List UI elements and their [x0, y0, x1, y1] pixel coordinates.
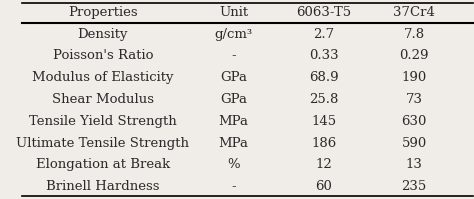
Text: 186: 186: [311, 137, 337, 150]
Text: 25.8: 25.8: [309, 93, 338, 106]
Text: MPa: MPa: [219, 137, 249, 150]
Text: 60: 60: [315, 180, 332, 193]
Text: 235: 235: [401, 180, 427, 193]
Text: 2.7: 2.7: [313, 28, 334, 41]
Text: 37Cr4: 37Cr4: [393, 6, 435, 19]
Text: GPa: GPa: [220, 93, 247, 106]
Text: 73: 73: [405, 93, 422, 106]
Text: 6063-T5: 6063-T5: [296, 6, 351, 19]
Text: -: -: [231, 180, 236, 193]
Text: Elongation at Break: Elongation at Break: [36, 158, 170, 171]
Text: Density: Density: [78, 28, 128, 41]
Text: 190: 190: [401, 71, 427, 84]
Text: Brinell Hardness: Brinell Hardness: [46, 180, 160, 193]
Text: 630: 630: [401, 115, 427, 128]
Text: MPa: MPa: [219, 115, 249, 128]
Text: 0.29: 0.29: [399, 49, 429, 62]
Text: Shear Modulus: Shear Modulus: [52, 93, 154, 106]
Text: g/cm³: g/cm³: [215, 28, 253, 41]
Text: 12: 12: [316, 158, 332, 171]
Text: Unit: Unit: [219, 6, 248, 19]
Text: %: %: [228, 158, 240, 171]
Text: GPa: GPa: [220, 71, 247, 84]
Text: 590: 590: [401, 137, 427, 150]
Text: 68.9: 68.9: [309, 71, 338, 84]
Text: Ultimate Tensile Strength: Ultimate Tensile Strength: [17, 137, 190, 150]
Text: Modulus of Elasticity: Modulus of Elasticity: [32, 71, 173, 84]
Text: 0.33: 0.33: [309, 49, 338, 62]
Text: 13: 13: [406, 158, 422, 171]
Text: Tensile Yield Strength: Tensile Yield Strength: [29, 115, 177, 128]
Text: Poisson's Ratio: Poisson's Ratio: [53, 49, 153, 62]
Text: Properties: Properties: [68, 6, 138, 19]
Text: -: -: [231, 49, 236, 62]
Text: 7.8: 7.8: [403, 28, 425, 41]
Text: 145: 145: [311, 115, 337, 128]
